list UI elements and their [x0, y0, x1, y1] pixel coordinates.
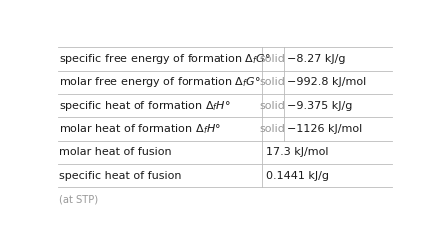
- Text: −1126 kJ/mol: −1126 kJ/mol: [286, 124, 361, 134]
- Text: −8.27 kJ/g: −8.27 kJ/g: [286, 54, 345, 64]
- Text: solid: solid: [259, 124, 285, 134]
- Text: 17.3 kJ/mol: 17.3 kJ/mol: [266, 147, 328, 157]
- Text: specific heat of formation $\Delta_f H°$: specific heat of formation $\Delta_f H°$: [59, 99, 230, 113]
- Text: molar heat of formation $\Delta_f H°$: molar heat of formation $\Delta_f H°$: [59, 122, 220, 136]
- Text: molar heat of fusion: molar heat of fusion: [59, 147, 171, 157]
- Text: 0.1441 kJ/g: 0.1441 kJ/g: [266, 171, 329, 181]
- Text: solid: solid: [259, 101, 285, 111]
- Text: solid: solid: [259, 54, 285, 64]
- Text: −992.8 kJ/mol: −992.8 kJ/mol: [286, 77, 365, 87]
- Text: (at STP): (at STP): [59, 194, 98, 204]
- Text: molar free energy of formation $\Delta_f G°$: molar free energy of formation $\Delta_f…: [59, 75, 260, 89]
- Text: −9.375 kJ/g: −9.375 kJ/g: [286, 101, 351, 111]
- Text: specific free energy of formation $\Delta_f G°$: specific free energy of formation $\Delt…: [59, 52, 270, 66]
- Text: specific heat of fusion: specific heat of fusion: [59, 171, 181, 181]
- Text: solid: solid: [259, 77, 285, 87]
